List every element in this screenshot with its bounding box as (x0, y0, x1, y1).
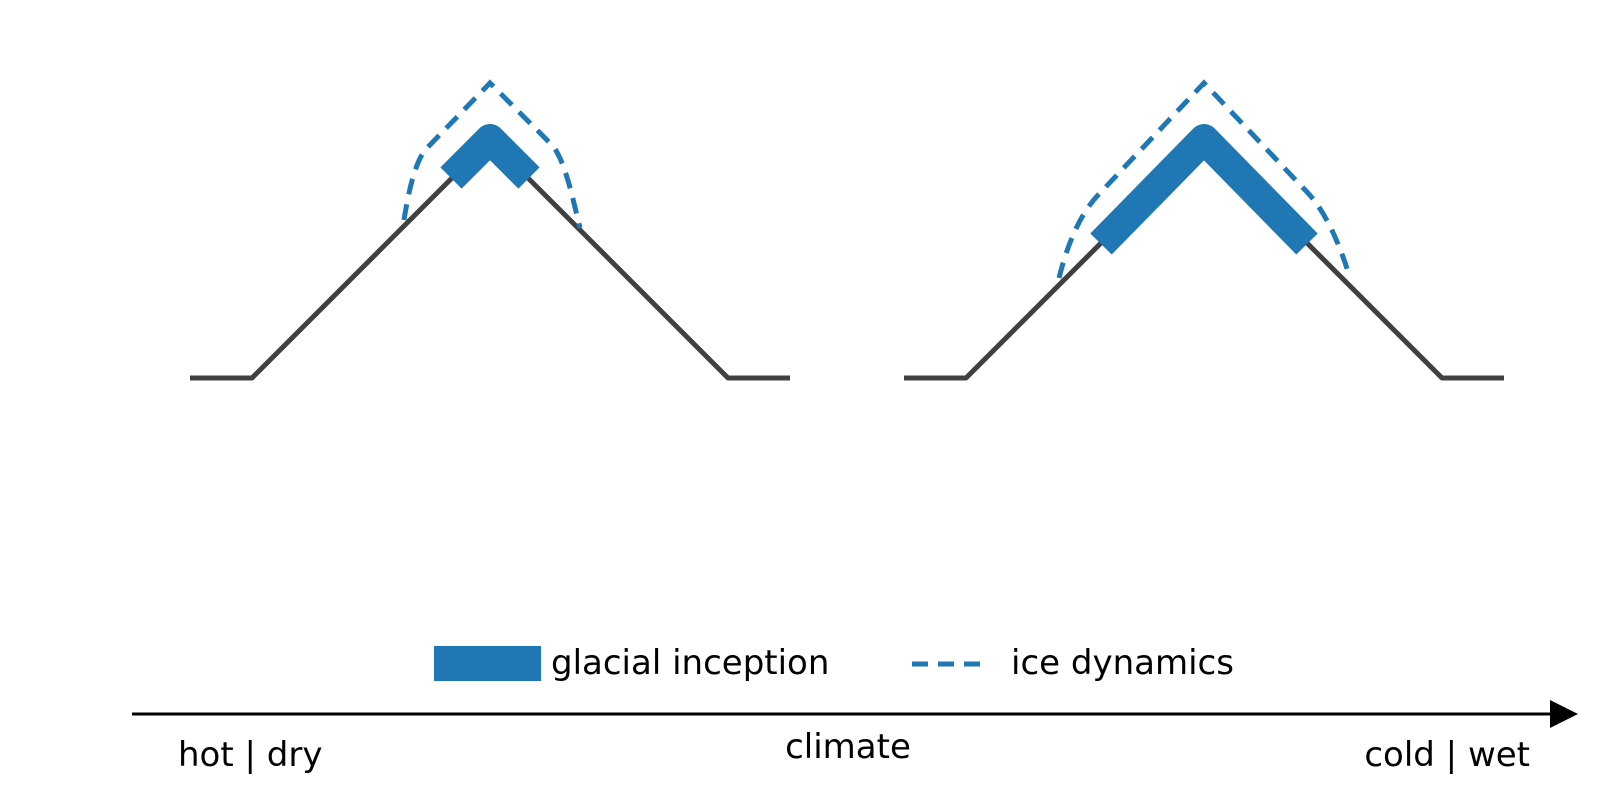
legend-glacier-swatch (434, 646, 541, 681)
climate-axis: hot | dry climate cold | wet (132, 700, 1578, 775)
ice-dynamics-left (401, 79, 583, 229)
legend-ice-label: ice dynamics (1011, 643, 1234, 683)
ice-dynamics-right (1056, 79, 1353, 279)
glacier-right (1090, 124, 1318, 255)
axis-left-label: hot | dry (178, 735, 322, 775)
legend-glacier-label: glacial inception (551, 643, 829, 683)
glacier-left (440, 124, 540, 189)
legend: glacial inception ice dynamics (434, 643, 1234, 683)
mountain-profile-right (904, 137, 1504, 381)
mountain-profile-left (190, 137, 790, 381)
axis-center-label: climate (785, 727, 911, 767)
mountain-panel-right (904, 79, 1504, 381)
mountain-panel-left (190, 79, 790, 381)
climate-axis-arrowhead (1550, 700, 1578, 728)
axis-right-label: cold | wet (1364, 735, 1530, 775)
